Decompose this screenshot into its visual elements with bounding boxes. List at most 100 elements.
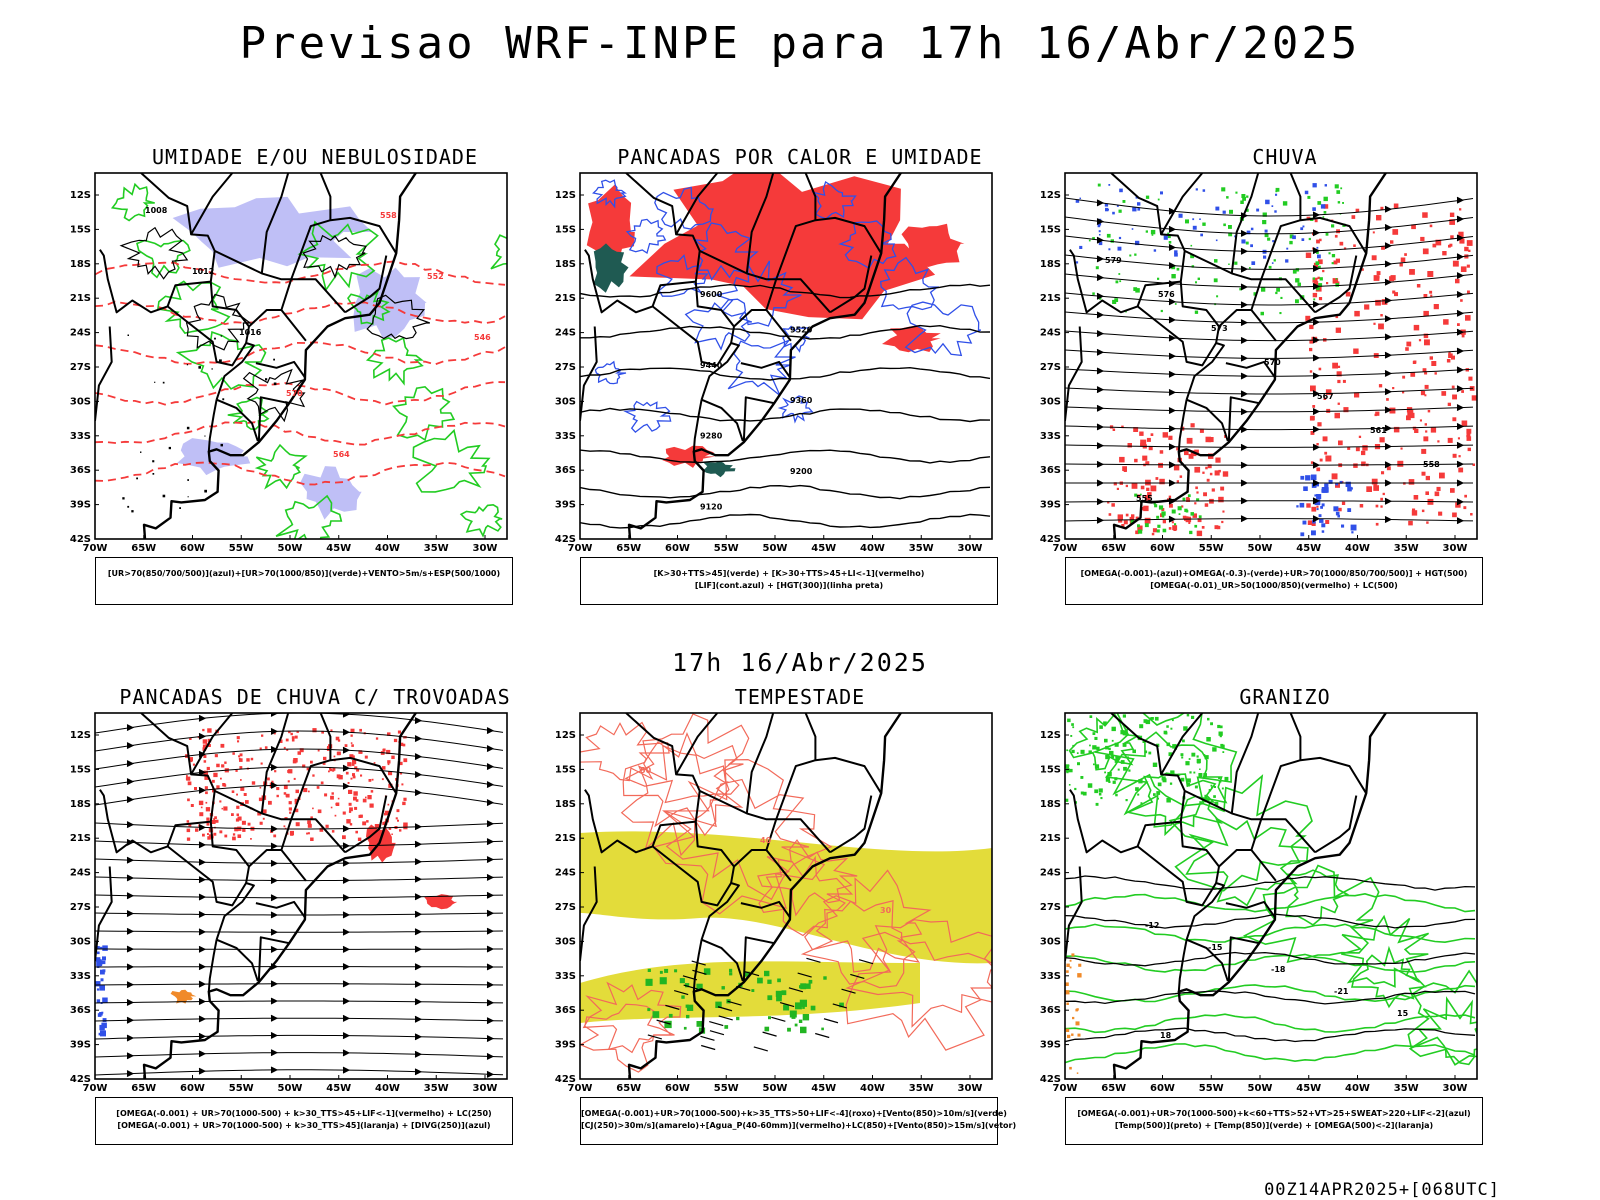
rain-cell bbox=[1276, 287, 1280, 292]
rain-cell bbox=[1468, 376, 1473, 381]
divergence-mark bbox=[100, 1030, 106, 1037]
legend-line: [K>30+TTS>45](verde) + [K>30+TTS>45+LI<-… bbox=[653, 569, 925, 578]
map-frame bbox=[1064, 712, 1478, 1080]
storm-cell bbox=[289, 811, 292, 814]
lon-label: 45W bbox=[811, 1083, 836, 1094]
contour-label: 50 bbox=[640, 766, 652, 775]
wind-area bbox=[686, 1014, 690, 1019]
rain-cell bbox=[1461, 390, 1464, 393]
storm-cell bbox=[236, 813, 239, 816]
stream-arrow bbox=[486, 763, 495, 771]
temp850-mark bbox=[1115, 755, 1120, 761]
lon-label: 50W bbox=[1248, 543, 1273, 554]
lc850-contour bbox=[624, 713, 750, 804]
divergence-mark bbox=[101, 1011, 104, 1014]
border-line bbox=[190, 173, 234, 235]
lon-label: 55W bbox=[229, 543, 254, 554]
stream-arrow bbox=[1456, 234, 1465, 242]
lat-label: 24S bbox=[1040, 868, 1061, 879]
rain-cell bbox=[1307, 195, 1311, 199]
border-line bbox=[1069, 249, 1181, 314]
streamline bbox=[95, 748, 504, 770]
storm-cell bbox=[312, 807, 314, 810]
lif-contour bbox=[625, 218, 667, 255]
rain-cell bbox=[1335, 283, 1339, 287]
rain-cell bbox=[1157, 524, 1161, 528]
border-line bbox=[214, 249, 292, 281]
storm-cell bbox=[336, 751, 341, 756]
lc850-contour bbox=[800, 900, 916, 989]
temp850-mark bbox=[1080, 776, 1084, 779]
stream-arrow bbox=[486, 981, 495, 989]
rain-cell bbox=[1196, 491, 1199, 494]
rain-cell bbox=[1460, 299, 1463, 302]
rain-cell bbox=[1155, 477, 1159, 480]
rain-cell bbox=[1305, 315, 1311, 321]
storm-cell bbox=[283, 825, 286, 828]
lon-label: 50W bbox=[278, 1083, 303, 1094]
border-line bbox=[692, 399, 703, 452]
lat-label: 15S bbox=[555, 764, 576, 775]
lat-label: 18S bbox=[70, 259, 91, 270]
wind-vector bbox=[204, 435, 206, 437]
divergence-mark bbox=[97, 946, 100, 949]
contour-label: -21 bbox=[1334, 987, 1349, 996]
stream-arrow bbox=[1240, 354, 1249, 362]
rain-cell bbox=[1295, 299, 1299, 304]
temp850-mark bbox=[1098, 793, 1102, 796]
storm-cell bbox=[346, 819, 351, 824]
rain-cell bbox=[1452, 260, 1459, 267]
border-line bbox=[1136, 305, 1217, 367]
stream-arrow bbox=[1240, 230, 1249, 237]
wind-area bbox=[802, 1014, 810, 1021]
storm-cell bbox=[236, 805, 240, 809]
rain-cell bbox=[1262, 220, 1267, 225]
rain-cell bbox=[1158, 462, 1163, 468]
lif-contour bbox=[623, 400, 672, 433]
stream-arrow bbox=[342, 928, 351, 936]
hgt500-line bbox=[1065, 444, 1474, 448]
lat-label: 15S bbox=[70, 764, 91, 775]
border-line bbox=[1300, 216, 1368, 254]
lat-label: 30S bbox=[555, 396, 576, 407]
moist-area bbox=[702, 461, 736, 478]
lon-label: 65W bbox=[616, 1083, 641, 1094]
rain-cell bbox=[1161, 511, 1166, 516]
rain-cell bbox=[1095, 266, 1099, 270]
rain-cell bbox=[1392, 387, 1395, 390]
stream-arrow bbox=[198, 714, 207, 722]
temp850-mark bbox=[1148, 751, 1152, 755]
rain-cell bbox=[1362, 445, 1368, 451]
temp850-mark bbox=[1191, 752, 1196, 757]
storm-cell bbox=[207, 744, 211, 747]
stream-arrow bbox=[1384, 278, 1393, 286]
temp850-mark bbox=[1180, 777, 1185, 782]
stream-arrow bbox=[414, 963, 423, 971]
temp850-mark bbox=[1105, 754, 1110, 760]
wind-vector bbox=[709, 1030, 725, 1036]
wind-area bbox=[674, 969, 678, 973]
lat-label: 39S bbox=[555, 1040, 576, 1051]
temp850-mark bbox=[1108, 780, 1111, 783]
rain-cell bbox=[1322, 269, 1325, 273]
rain-cell bbox=[1350, 524, 1357, 531]
lat-label: 30S bbox=[70, 396, 91, 407]
streamline bbox=[95, 858, 504, 864]
stream-arrow bbox=[126, 742, 135, 750]
legend-line: [UR>70(850/700/500)](azul)+[UR>70(1000/8… bbox=[107, 569, 501, 578]
wind-vector bbox=[152, 460, 155, 463]
jet-stream-area bbox=[580, 961, 920, 1023]
storm-cell bbox=[312, 728, 317, 733]
rain-cell bbox=[1323, 196, 1328, 202]
rain-cell bbox=[1118, 236, 1122, 240]
rain-cell bbox=[1424, 339, 1430, 346]
stream-arrow bbox=[342, 728, 351, 736]
contour-label: 567 bbox=[1317, 392, 1334, 401]
storm-cell bbox=[262, 809, 267, 814]
temp850-mark bbox=[1180, 753, 1184, 757]
rain-cell bbox=[1215, 239, 1218, 242]
lat-label: 24S bbox=[555, 328, 576, 339]
rain-cell bbox=[1127, 443, 1132, 448]
omega-mark bbox=[1065, 1028, 1070, 1032]
lon-label: 35W bbox=[1394, 1083, 1419, 1094]
